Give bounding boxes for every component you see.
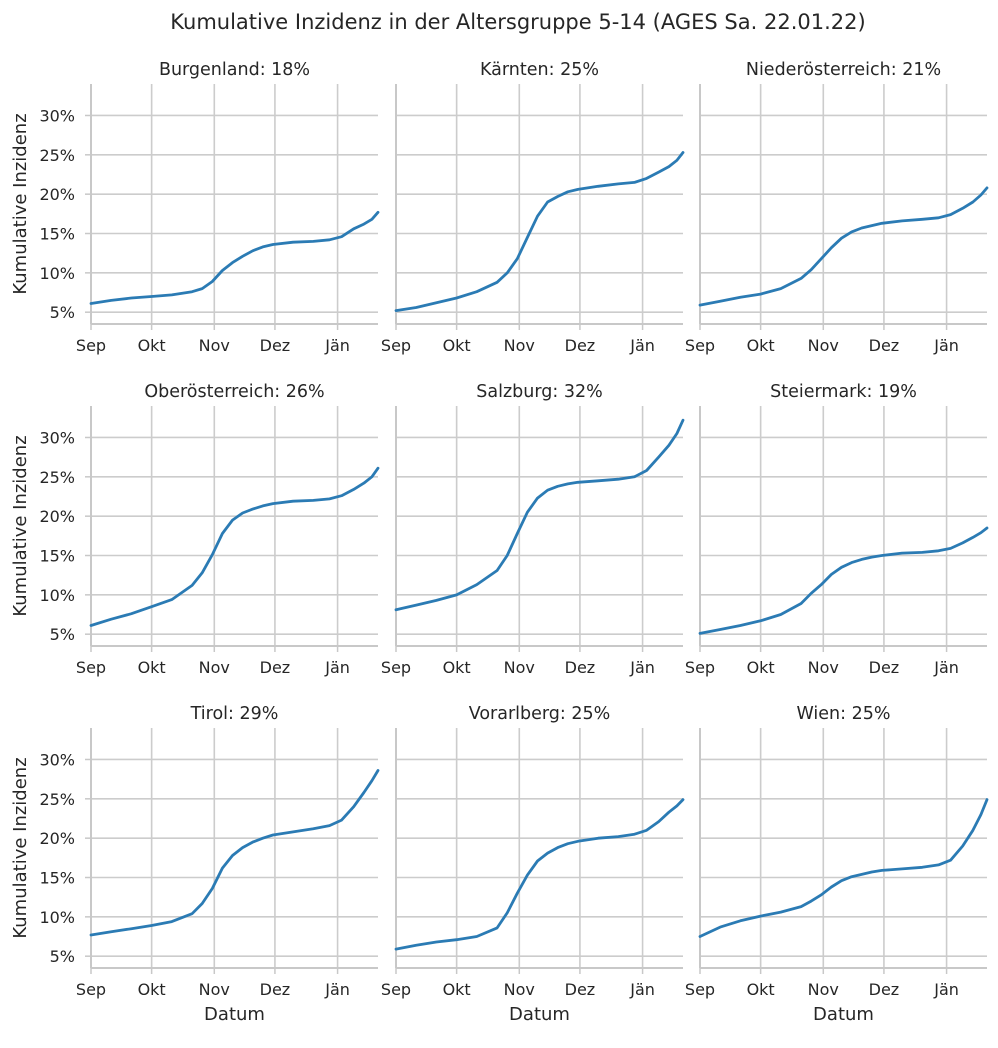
x-tick-label: Okt: [443, 658, 471, 677]
x-tick-label: Nov: [504, 336, 535, 355]
y-tick-label: 30%: [39, 750, 75, 769]
x-tick-label: Nov: [808, 336, 839, 355]
x-tick-label: Sep: [381, 658, 411, 677]
panel-title: Vorarlberg: 25%: [469, 704, 611, 724]
panel-2: Sep Okt Nov Dez Jän Niederösterreich: 21%: [685, 60, 989, 355]
series-line: [89, 210, 380, 305]
x-tick-label: Sep: [685, 336, 715, 355]
panel-6: Sep Okt Nov Dez Jän 5% 10% 15% 20% 25% 30% Tirol: 2…: [10, 704, 380, 1025]
y-axis-label: Kumulative Inzidenz: [10, 113, 31, 294]
x-tick-label: Dez: [260, 980, 291, 999]
panel-3: Sep Okt Nov Dez Jän 5% 10% 15% 20% 25% 30% Oberöste…: [10, 382, 380, 677]
y-axis-label: Kumulative Inzidenz: [10, 757, 31, 938]
x-tick-label: Jän: [324, 658, 350, 677]
panel-title: Tirol: 29%: [190, 704, 279, 724]
x-tick-label: Sep: [76, 980, 106, 999]
x-tick-label: Dez: [869, 336, 900, 355]
x-tick-label: Nov: [808, 980, 839, 999]
x-tick-label: Sep: [76, 336, 106, 355]
series-line: [698, 798, 989, 938]
series-line: [394, 151, 685, 313]
panel-7: Sep Okt Nov Dez Jän Vorarlberg: 25% Datum: [381, 704, 685, 1025]
x-tick-label: Dez: [565, 658, 596, 677]
y-tick-label: 30%: [39, 428, 75, 447]
y-axis-label: Kumulative Inzidenz: [10, 435, 31, 616]
panel-title: Burgenland: 18%: [159, 60, 310, 80]
x-tick-label: Nov: [504, 658, 535, 677]
x-tick-label: Sep: [76, 658, 106, 677]
series-line: [89, 466, 380, 627]
x-tick-label: Sep: [381, 980, 411, 999]
x-tick-label: Dez: [565, 336, 596, 355]
x-tick-label: Okt: [138, 336, 166, 355]
panel-1: Sep Okt Nov Dez Jän Kärnten: 25%: [381, 60, 685, 355]
x-tick-label: Nov: [808, 658, 839, 677]
x-tick-label: Jän: [933, 658, 959, 677]
panel-4: Sep Okt Nov Dez Jän Salzburg: 32%: [381, 382, 685, 677]
x-tick-label: Sep: [685, 658, 715, 677]
x-tick-label: Sep: [381, 336, 411, 355]
x-tick-label: Nov: [199, 336, 230, 355]
x-tick-label: Nov: [199, 658, 230, 677]
x-tick-label: Jän: [324, 336, 350, 355]
series-line: [698, 526, 989, 635]
y-tick-label: 25%: [39, 790, 75, 809]
panel-title: Niederösterreich: 21%: [746, 60, 941, 80]
chart-suptitle: Kumulative Inzidenz in der Altersgruppe …: [170, 10, 865, 34]
panel-title: Salzburg: 32%: [476, 382, 602, 402]
x-tick-label: Okt: [443, 980, 471, 999]
y-tick-label: 15%: [39, 225, 75, 244]
x-tick-label: Jän: [933, 336, 959, 355]
series-line: [89, 769, 380, 937]
y-tick-label: 5%: [50, 625, 75, 644]
y-tick-label: 15%: [39, 869, 75, 888]
x-tick-label: Okt: [747, 658, 775, 677]
panel-title: Kärnten: 25%: [480, 60, 599, 80]
x-tick-label: Nov: [199, 980, 230, 999]
x-tick-label: Okt: [747, 980, 775, 999]
x-tick-label: Okt: [443, 336, 471, 355]
x-tick-label: Jän: [933, 980, 959, 999]
y-tick-label: 10%: [39, 264, 75, 283]
y-tick-label: 10%: [39, 908, 75, 927]
x-tick-label: Okt: [138, 658, 166, 677]
x-tick-label: Okt: [747, 336, 775, 355]
y-tick-label: 15%: [39, 547, 75, 566]
y-tick-label: 10%: [39, 586, 75, 605]
x-tick-label: Okt: [138, 980, 166, 999]
panel-grid: Sep Okt Nov Dez Jän 5% 10% 15% 20% 25% 30% Burgenla…: [10, 60, 989, 1025]
panel-title: Oberösterreich: 26%: [144, 382, 324, 402]
panel-title: Wien: 25%: [797, 704, 891, 724]
panel-8: Sep Okt Nov Dez Jän Wien: 25% Datum: [685, 704, 989, 1025]
x-tick-label: Dez: [260, 336, 291, 355]
x-tick-label: Dez: [869, 658, 900, 677]
x-tick-label: Nov: [504, 980, 535, 999]
series-line: [394, 418, 685, 612]
x-tick-label: Dez: [260, 658, 291, 677]
y-tick-label: 25%: [39, 468, 75, 487]
panel-5: Sep Okt Nov Dez Jän Steiermark: 19%: [685, 382, 989, 677]
x-tick-label: Jän: [629, 336, 655, 355]
y-tick-label: 30%: [39, 106, 75, 125]
y-tick-label: 20%: [39, 185, 75, 204]
panel-title: Steiermark: 19%: [770, 382, 917, 402]
panel-0: Sep Okt Nov Dez Jän 5% 10% 15% 20% 25% 30% Burgenla…: [10, 60, 380, 355]
y-tick-label: 20%: [39, 829, 75, 848]
x-tick-label: Dez: [869, 980, 900, 999]
y-tick-label: 5%: [50, 303, 75, 322]
x-axis-label: Datum: [204, 1004, 265, 1025]
x-tick-label: Jän: [629, 658, 655, 677]
series-line: [698, 186, 989, 307]
x-tick-label: Jän: [324, 980, 350, 999]
series-line: [394, 798, 685, 951]
x-axis-label: Datum: [813, 1004, 874, 1025]
y-tick-label: 5%: [50, 947, 75, 966]
x-tick-label: Jän: [629, 980, 655, 999]
y-tick-label: 25%: [39, 146, 75, 165]
x-tick-label: Dez: [565, 980, 596, 999]
y-tick-label: 20%: [39, 507, 75, 526]
x-axis-label: Datum: [509, 1004, 570, 1025]
x-tick-label: Sep: [685, 980, 715, 999]
